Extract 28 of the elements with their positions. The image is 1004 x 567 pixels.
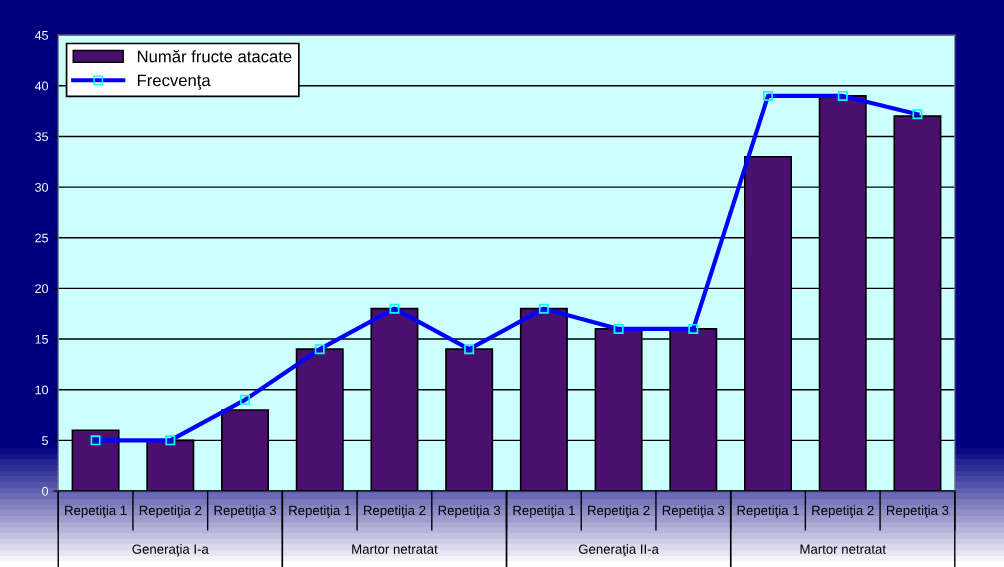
text: Generaţia I-a [132, 544, 209, 557]
y-tick-label: 15 [35, 335, 48, 344]
x-tick-label: Repetiţia 3 [662, 505, 725, 518]
y-tick-label: 25 [35, 233, 48, 243]
y-tick-label: 40 [34, 81, 49, 91]
y-tick-label: 5 [42, 436, 48, 446]
y-tick-label: 30 [35, 182, 49, 192]
x-tick-label: Repetiţia 1 [513, 505, 575, 518]
text: Martor netratat [800, 544, 886, 554]
legend-label: Frecvenţa [137, 74, 211, 90]
x-tick-label: Repetiţia 1 [65, 505, 127, 518]
x-tick-label: Repetiţia 1 [737, 505, 799, 518]
y-tick-label: 35 [35, 132, 48, 142]
x-tick-label: Repetiţia 2 [139, 505, 202, 518]
legend-label: Număr fructe atacate [137, 49, 292, 63]
x-tick-label: Repetiţia 3 [438, 505, 501, 518]
text: Generaţia II-a [578, 544, 659, 557]
x-tick-label: Repetiţia 1 [289, 505, 351, 518]
x-tick-label: Repetiţia 3 [886, 505, 949, 518]
y-tick-label: 20 [35, 284, 49, 294]
x-tick-label: Repetiţia 2 [363, 505, 426, 518]
text: Martor netratat [352, 544, 438, 554]
y-tick-label: 10 [35, 385, 49, 395]
y-tick-label: 45 [34, 31, 48, 40]
x-tick-label: Repetiţia 2 [812, 505, 874, 518]
y-tick-label: 0 [42, 486, 49, 496]
x-tick-label: Repetiţia 2 [588, 505, 650, 518]
x-tick-label: Repetiţia 3 [214, 505, 276, 518]
